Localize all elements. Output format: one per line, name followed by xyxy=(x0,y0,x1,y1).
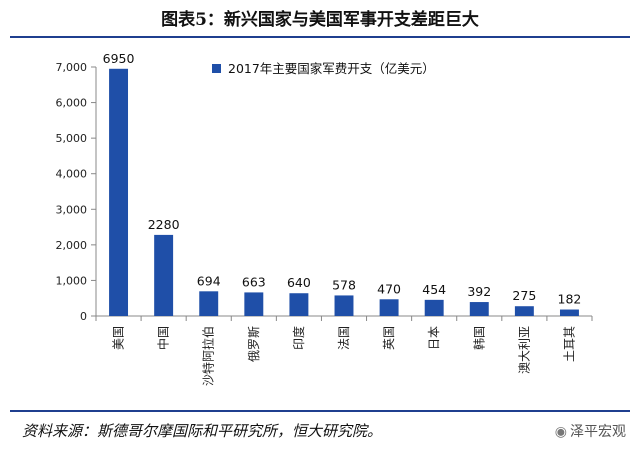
y-axis: 0 1,000 2,000 3,000 4,000 5,000 6,000 7,000 xyxy=(56,61,97,323)
bar xyxy=(244,292,264,316)
bars xyxy=(109,68,579,317)
page-title: 图表5：新兴国家与美国军事开支差距巨大 xyxy=(161,10,479,30)
x-axis xyxy=(95,315,593,321)
category-label: 沙特阿拉伯 xyxy=(201,326,216,386)
category-label: 法国 xyxy=(337,326,351,350)
data-labels: 6950 2280 694 663 640 578 470 454 392 275 182 xyxy=(103,51,582,307)
bar xyxy=(154,234,174,316)
y-tick-label: 5,000 xyxy=(56,132,88,145)
data-label: 578 xyxy=(332,277,356,292)
bar xyxy=(289,293,309,316)
footer-divider xyxy=(10,410,630,412)
y-tick-label: 0 xyxy=(80,310,87,323)
category-label: 美国 xyxy=(112,326,126,350)
title-divider xyxy=(10,36,630,38)
data-label: 640 xyxy=(287,275,311,290)
legend-swatch xyxy=(212,64,221,73)
watermark-text: 泽平宏观 xyxy=(570,424,626,440)
category-label: 中国 xyxy=(156,326,171,350)
y-tick-label: 4,000 xyxy=(56,168,88,181)
data-label: 182 xyxy=(558,292,582,307)
category-label: 土耳其 xyxy=(562,326,576,362)
y-tick-label: 1,000 xyxy=(56,274,88,287)
category-label: 韩国 xyxy=(471,326,486,350)
bar xyxy=(469,302,489,316)
y-tick-label: 7,000 xyxy=(56,61,88,74)
data-label: 2280 xyxy=(148,217,180,232)
category-label: 俄罗斯 xyxy=(247,326,261,362)
data-label: 392 xyxy=(467,284,491,299)
data-label: 663 xyxy=(242,274,266,289)
category-label: 印度 xyxy=(291,326,306,350)
bar xyxy=(424,299,444,316)
category-label: 英国 xyxy=(382,326,396,350)
bar xyxy=(559,309,579,316)
data-label: 694 xyxy=(197,273,221,288)
legend: 2017年主要国家军费开支（亿美元） xyxy=(212,61,435,76)
bar xyxy=(199,291,219,316)
watermark: ◉ 泽平宏观 xyxy=(555,421,626,441)
data-label: 454 xyxy=(422,282,446,297)
y-tick-label: 2,000 xyxy=(56,239,88,252)
category-label: 日本 xyxy=(427,326,441,350)
legend-label: 2017年主要国家军费开支（亿美元） xyxy=(228,61,435,76)
data-label: 470 xyxy=(377,281,401,296)
source-note: 资料来源：斯德哥尔摩国际和平研究所，恒大研究院。 xyxy=(22,422,383,440)
data-label: 275 xyxy=(512,288,536,303)
data-label: 6950 xyxy=(103,51,135,66)
y-tick-label: 3,000 xyxy=(56,203,88,216)
bar xyxy=(334,295,354,316)
category-labels: 美国 中国 沙特阿拉伯 俄罗斯 印度 法国 英国 日本 韩国 澳大利亚 土耳其 xyxy=(112,326,577,386)
bar-chart: 0 1,000 2,000 3,000 4,000 5,000 6,000 7,000 695… xyxy=(56,51,593,386)
bar xyxy=(379,299,399,316)
bar xyxy=(514,306,534,316)
wechat-icon: ◉ xyxy=(554,424,567,440)
y-tick-label: 6,000 xyxy=(56,97,88,110)
bar xyxy=(109,68,129,317)
category-label: 澳大利亚 xyxy=(517,326,531,374)
